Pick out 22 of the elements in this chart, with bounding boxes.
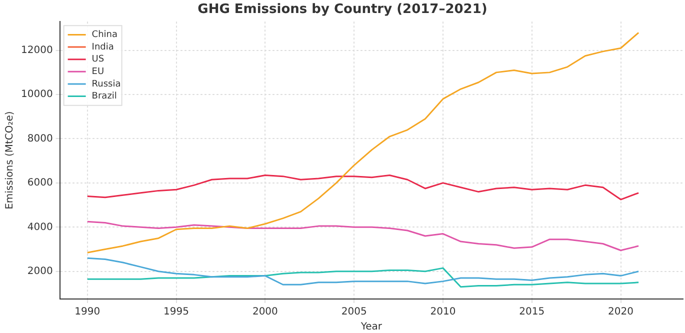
legend-label: India	[92, 42, 114, 52]
x-tick-label: 1990	[74, 306, 100, 318]
y-tick-label: 8000	[27, 133, 53, 144]
legend-label: Brazil	[92, 92, 117, 102]
y-tick-label: 4000	[27, 222, 53, 233]
legend-label: Russia	[92, 79, 121, 90]
y-tick-label: 12000	[21, 44, 53, 56]
y-tick-label: 10000	[21, 89, 53, 100]
chart-title: GHG Emissions by Country (2017–2021)	[198, 2, 488, 18]
x-tick-label: 2005	[341, 306, 367, 318]
legend-label: US	[92, 54, 104, 65]
y-tick-label: 6000	[27, 178, 53, 189]
y-tick-label: 2000	[27, 266, 53, 277]
x-tick-label: 2020	[608, 306, 634, 318]
x-tick-label: 2010	[430, 306, 456, 318]
x-tick-label: 2015	[519, 306, 545, 318]
x-axis-title: Year	[360, 322, 383, 333]
y-axis-title: Emissions (MtCO₂e)	[4, 111, 16, 210]
x-tick-label: 2000	[252, 306, 278, 318]
x-tick-label: 1995	[164, 306, 189, 318]
legend-label: EU	[92, 66, 104, 77]
legend-label: China	[92, 30, 118, 40]
